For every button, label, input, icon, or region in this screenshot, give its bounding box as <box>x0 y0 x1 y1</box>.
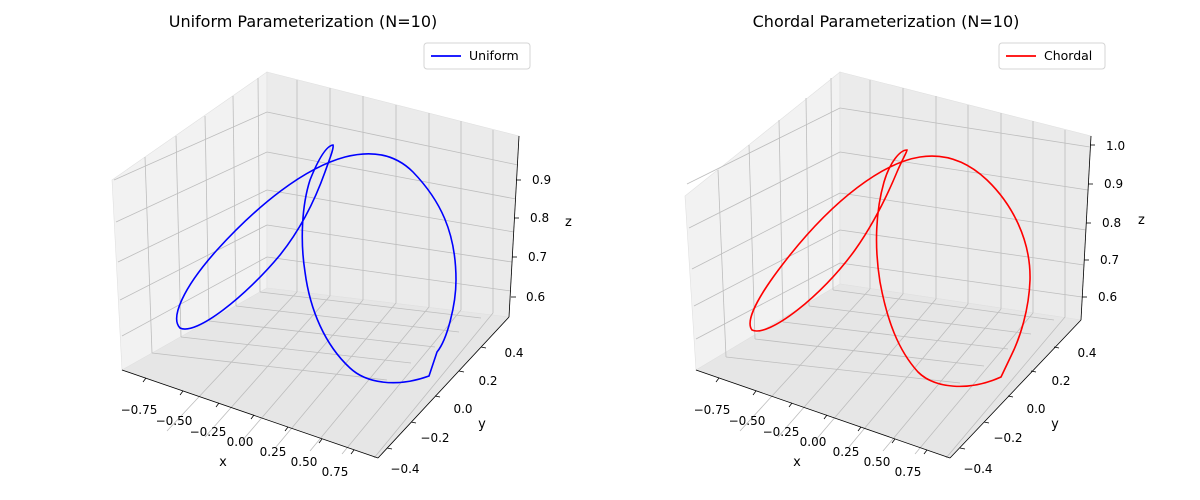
y-tick-label: −0.4 <box>390 462 419 476</box>
z-tick-label: 0.7 <box>528 250 547 264</box>
legend-label: Chordal <box>1044 48 1092 63</box>
x-tick-label: 0.75 <box>322 465 349 479</box>
x-tick-label: −0.75 <box>694 403 731 417</box>
series-line-uniform <box>175 144 457 384</box>
series-line-chordal <box>749 149 1031 388</box>
x-axis-line <box>695 369 951 459</box>
y-axis-label: y <box>478 417 486 432</box>
z-tick-label: 0.9 <box>532 173 551 187</box>
x-tick-label: 0.25 <box>260 445 287 459</box>
x-tick-label: 0.50 <box>291 455 318 469</box>
x-tick-label: −0.50 <box>156 414 193 428</box>
x-tick-label: −0.25 <box>190 425 227 439</box>
y-tick-label: −0.2 <box>993 431 1022 445</box>
x-axis-line <box>121 369 379 459</box>
x-tick-label: 0.00 <box>227 435 254 449</box>
z-tick-label: 0.7 <box>1100 253 1119 267</box>
x-tick-marks <box>715 377 928 455</box>
legend: Uniform <box>423 42 531 70</box>
y-axis-label: y <box>1051 417 1059 432</box>
z-tick-label: 0.8 <box>530 211 549 225</box>
legend: Chordal <box>998 42 1106 70</box>
x-tick-label: 0.00 <box>800 435 827 449</box>
x-tick-label: 0.50 <box>864 455 891 469</box>
z-tick-label: 1.0 <box>1106 139 1125 153</box>
y-axis-line <box>949 319 1082 459</box>
z-tick-marks <box>1082 144 1095 298</box>
x-tick-label: 0.25 <box>833 445 860 459</box>
z-tick-label: 0.9 <box>1104 177 1123 191</box>
x-tick-label: 0.75 <box>895 465 922 479</box>
pane-back <box>266 71 520 318</box>
x-tick-label: −0.50 <box>729 414 766 428</box>
z-axis-label: z <box>1138 213 1145 228</box>
y-tick-label: −0.4 <box>963 462 992 476</box>
z-axis-label: z <box>565 215 572 230</box>
z-tick-label: 0.6 <box>526 290 545 304</box>
y-tick-label: 0.2 <box>478 374 497 388</box>
z-tick-label: 0.8 <box>1102 216 1121 230</box>
y-tick-marks <box>386 346 487 450</box>
z-axis-line <box>1080 135 1092 321</box>
y-tick-label: 0.0 <box>1026 402 1045 416</box>
y-tick-label: −0.2 <box>420 431 449 445</box>
legend-label: Uniform <box>469 48 519 63</box>
chart-title: Chordal Parameterization (N=10) <box>753 12 1020 31</box>
z-tick-marks <box>511 179 521 298</box>
gridlines <box>686 77 1091 459</box>
chart-title: Uniform Parameterization (N=10) <box>169 12 438 31</box>
pane-back <box>839 71 1092 321</box>
subplot-chordal: Chordal Parameterization (N=10) <box>684 12 1145 479</box>
x-axis-label: x <box>793 455 801 470</box>
y-tick-label: 0.4 <box>1077 346 1096 360</box>
y-tick-label: 0.2 <box>1051 374 1070 388</box>
y-axis-line <box>377 316 510 459</box>
subplot-uniform: Uniform Parameterization (N=10) <box>111 12 572 479</box>
z-tick-label: 0.6 <box>1098 290 1117 304</box>
y-tick-marks <box>959 346 1060 450</box>
gridlines <box>113 77 519 459</box>
z-axis-line <box>508 135 520 318</box>
y-tick-label: 0.4 <box>504 346 523 360</box>
x-tick-marks <box>142 377 355 455</box>
x-axis-label: x <box>219 455 227 470</box>
x-tick-label: −0.25 <box>763 425 800 439</box>
y-tick-label: 0.0 <box>453 402 472 416</box>
x-tick-label: −0.75 <box>121 403 158 417</box>
